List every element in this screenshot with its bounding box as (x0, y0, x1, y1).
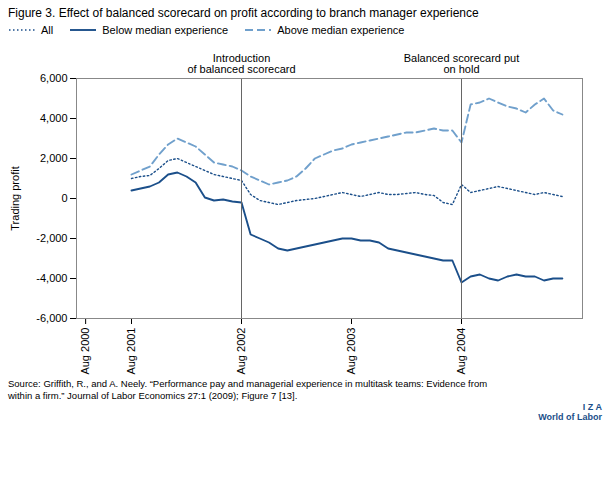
svg-text:Trading profit: Trading profit (9, 166, 21, 230)
svg-text:Aug 2004: Aug 2004 (455, 328, 467, 375)
html-text:Figure 3. Effect of balanced s: Figure 3. Effect of balanced scorecard o… (8, 6, 479, 20)
svg-text:Balanced scorecard puton hold: Balanced scorecard puton hold (404, 52, 520, 75)
svg-text:Introductionof balanced scorec: Introductionof balanced scorecard (187, 52, 295, 75)
html-text:All: All (41, 24, 54, 36)
svg-text:-4,000: -4,000 (36, 272, 67, 284)
svg-text:4,000: 4,000 (40, 112, 68, 124)
svg-text:6,000: 6,000 (40, 72, 68, 84)
svg-text:Aug 2001: Aug 2001 (125, 328, 137, 375)
svg-text:-2,000: -2,000 (36, 232, 67, 244)
html-text:Source: Griffith, R., and A. N: Source: Griffith, R., and A. Neely. “Per… (8, 378, 488, 401)
svg-text:0: 0 (61, 192, 67, 204)
svg-text:Aug 2003: Aug 2003 (345, 328, 357, 375)
svg-text:-6,000: -6,000 (36, 312, 67, 324)
svg-text:Aug 2000: Aug 2000 (79, 328, 91, 375)
svg-text:2,000: 2,000 (40, 152, 68, 164)
html-text:Below median experience: Below median experience (102, 24, 229, 36)
html-text:I Z A World of Labor: I Z A World of Labor (538, 401, 602, 423)
html-text:Above median experience: Above median experience (277, 24, 405, 36)
svg-text:Aug 2002: Aug 2002 (235, 328, 247, 375)
